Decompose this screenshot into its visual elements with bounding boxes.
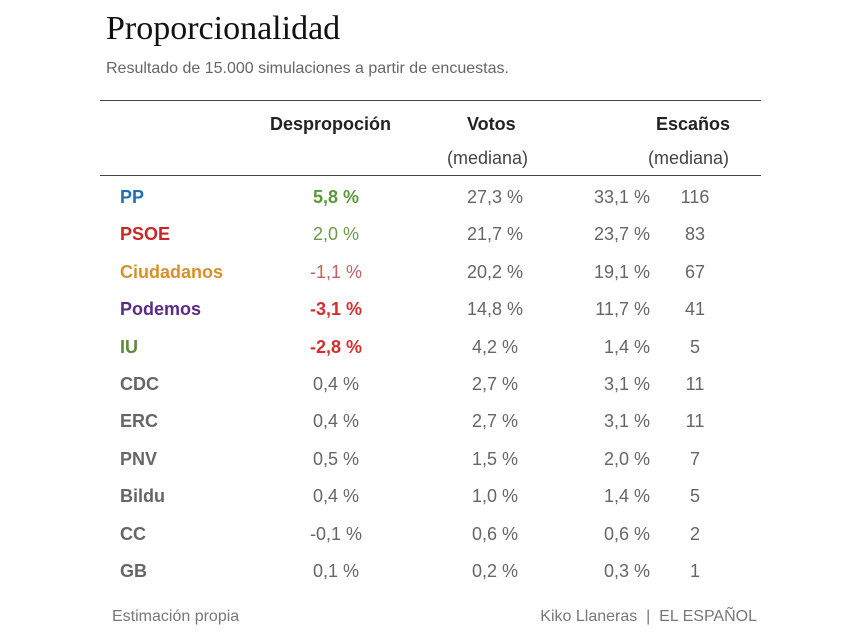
votos-value: 14,8 % — [466, 299, 524, 320]
votos-value: 27,3 % — [466, 187, 524, 207]
escanos-pct: 3,1 % — [603, 411, 650, 432]
desproporcion-value: 0,4 % — [312, 411, 360, 432]
votos-value: 2,7 % — [471, 411, 519, 432]
table-row: PSOE 2,0 % 21,7 % 23,7 % 83 — [0, 224, 854, 254]
desproporcion-value: 0,4 % — [312, 486, 360, 507]
desproporcion-value: 0,4 % — [312, 374, 360, 394]
escanos-pct: 1,4 % — [603, 336, 650, 357]
table-row: PNV 0,5 % 1,5 % 2,0 % 7 — [0, 449, 854, 479]
escanos-count: 67 — [684, 261, 706, 282]
escanos-pct: 3,1 % — [603, 374, 650, 394]
desproporcion-value: 0,5 % — [312, 448, 360, 469]
footer-source: Estimación propia — [112, 608, 240, 625]
subtitle: Resultado de 15.000 simulaciones a parti… — [106, 60, 509, 77]
escanos-pct: 0,6 % — [603, 523, 650, 544]
header-desproporcion: Despropoción — [270, 114, 392, 134]
table-row: PP 5,8 % 27,3 % 33,1 % 116 — [0, 187, 854, 217]
party-name: IU — [120, 336, 138, 357]
escanos-count: 116 — [680, 187, 710, 207]
escanos-pct: 2,0 % — [603, 448, 650, 469]
escanos-count: 41 — [684, 299, 706, 320]
escanos-count: 2 — [689, 523, 700, 544]
escanos-count: 11 — [685, 374, 705, 394]
table-row: Ciudadanos -1,1 % 20,2 % 19,1 % 67 — [0, 262, 854, 292]
footer-credit: Kiko Llaneras | EL ESPAÑOL — [540, 608, 757, 625]
party-name: Podemos — [120, 299, 202, 320]
table-row: GB 0,1 % 0,2 % 0,3 % 1 — [0, 561, 854, 591]
desproporcion-value: -1,1 % — [309, 261, 363, 282]
header-escanos: Escaños — [656, 114, 731, 134]
page-title: Proporcionalidad — [106, 10, 341, 47]
desproporcion-value: 2,0 % — [312, 224, 360, 245]
header-rule — [100, 175, 761, 176]
votos-value: 21,7 % — [466, 224, 524, 245]
table-row: Bildu 0,4 % 1,0 % 1,4 % 5 — [0, 486, 854, 516]
desproporcion-value: -2,8 % — [309, 336, 363, 357]
votos-value: 4,2 % — [471, 336, 519, 357]
party-name: ERC — [120, 411, 159, 432]
table-row: ERC 0,4 % 2,7 % 3,1 % 11 — [0, 411, 854, 441]
top-rule — [100, 100, 761, 101]
escanos-count: 1 — [689, 561, 700, 581]
header-votos-sub: (mediana) — [447, 148, 529, 168]
escanos-pct: 1,4 % — [603, 486, 650, 507]
party-name: CDC — [120, 374, 159, 394]
desproporcion-value: -0,1 % — [309, 523, 363, 544]
header-votos: Votos — [467, 114, 516, 134]
escanos-pct: 33,1 % — [593, 187, 650, 207]
desproporcion-value: 0,1 % — [312, 561, 360, 581]
party-name: PNV — [120, 448, 158, 469]
desproporcion-value: 5,8 % — [312, 187, 360, 207]
header-escanos-sub: (mediana) — [648, 148, 730, 168]
desproporcion-value: -3,1 % — [309, 299, 363, 320]
party-name: PSOE — [120, 224, 171, 245]
escanos-pct: 23,7 % — [593, 224, 650, 245]
party-name: Bildu — [120, 486, 165, 507]
escanos-count: 83 — [684, 224, 706, 245]
table-row: Podemos -3,1 % 14,8 % 11,7 % 41 — [0, 299, 854, 329]
party-name: CC — [120, 523, 146, 544]
votos-value: 2,7 % — [471, 374, 519, 394]
escanos-pct: 11,7 % — [595, 299, 650, 320]
table-row: CDC 0,4 % 2,7 % 3,1 % 11 — [0, 374, 854, 404]
escanos-count: 11 — [685, 411, 705, 432]
escanos-pct: 19,1 % — [593, 261, 650, 282]
table-row: IU -2,8 % 4,2 % 1,4 % 5 — [0, 337, 854, 367]
escanos-count: 7 — [689, 448, 700, 469]
votos-value: 1,0 % — [471, 486, 519, 507]
escanos-pct: 0,3 % — [603, 561, 650, 581]
votos-value: 0,2 % — [471, 561, 519, 581]
escanos-count: 5 — [689, 336, 700, 357]
party-name: Ciudadanos — [120, 261, 224, 282]
votos-value: 1,5 % — [471, 448, 519, 469]
table-row: CC -0,1 % 0,6 % 0,6 % 2 — [0, 524, 854, 554]
escanos-count: 5 — [689, 486, 700, 507]
party-name: GB — [120, 561, 147, 581]
party-name: PP — [120, 187, 145, 207]
votos-value: 20,2 % — [466, 261, 524, 282]
votos-value: 0,6 % — [471, 523, 519, 544]
